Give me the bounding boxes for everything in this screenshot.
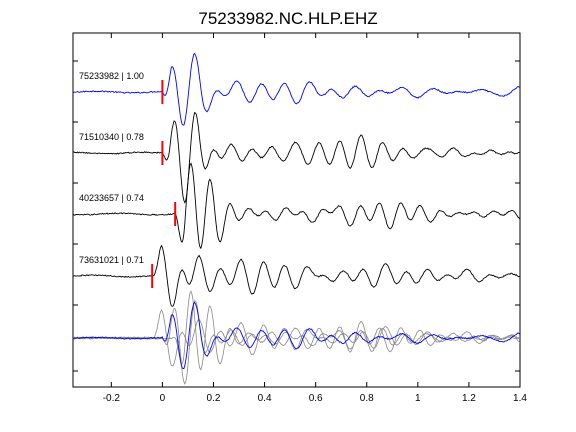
trace-line [72,162,521,250]
trace-label: 71510340 | 0.78 [79,132,144,142]
x-axis: -0.2 0 0.2 0.4 0.6 0.8 1 1.2 1.4 [103,33,527,404]
overlay-traces [72,290,521,385]
overlay-trace-line [72,309,520,367]
x-tick-label: 0 [160,393,166,404]
trace-label: 73631021 | 0.71 [79,255,144,265]
overlay-master-line [72,301,521,369]
chart-title: 75233982.NC.HLP.EHZ [198,9,377,28]
plot-frame [72,32,521,388]
trace-line [72,111,521,204]
y-ticks [73,60,520,372]
trace-line [72,52,521,126]
x-tick-label: 1.4 [513,393,527,404]
x-tick-label: 1 [415,393,421,404]
x-tick-label: -0.2 [103,393,121,404]
x-tick-label: 1.2 [462,393,476,404]
overlay-trace-line [72,300,521,385]
x-tick-label: 0.2 [207,393,221,404]
x-tick-label: 0.8 [360,393,374,404]
overlay-trace-line [72,290,521,371]
x-tick-label: 0.4 [258,393,272,404]
trace-group: 75233982 | 1.00 71510340 | 0.78 40233657 |… [72,52,521,307]
trace-line [72,244,520,307]
trace-label: 40233657 | 0.74 [79,193,144,203]
trace-label: 75233982 | 1.00 [79,71,144,81]
x-tick-label: 0.6 [309,393,323,404]
